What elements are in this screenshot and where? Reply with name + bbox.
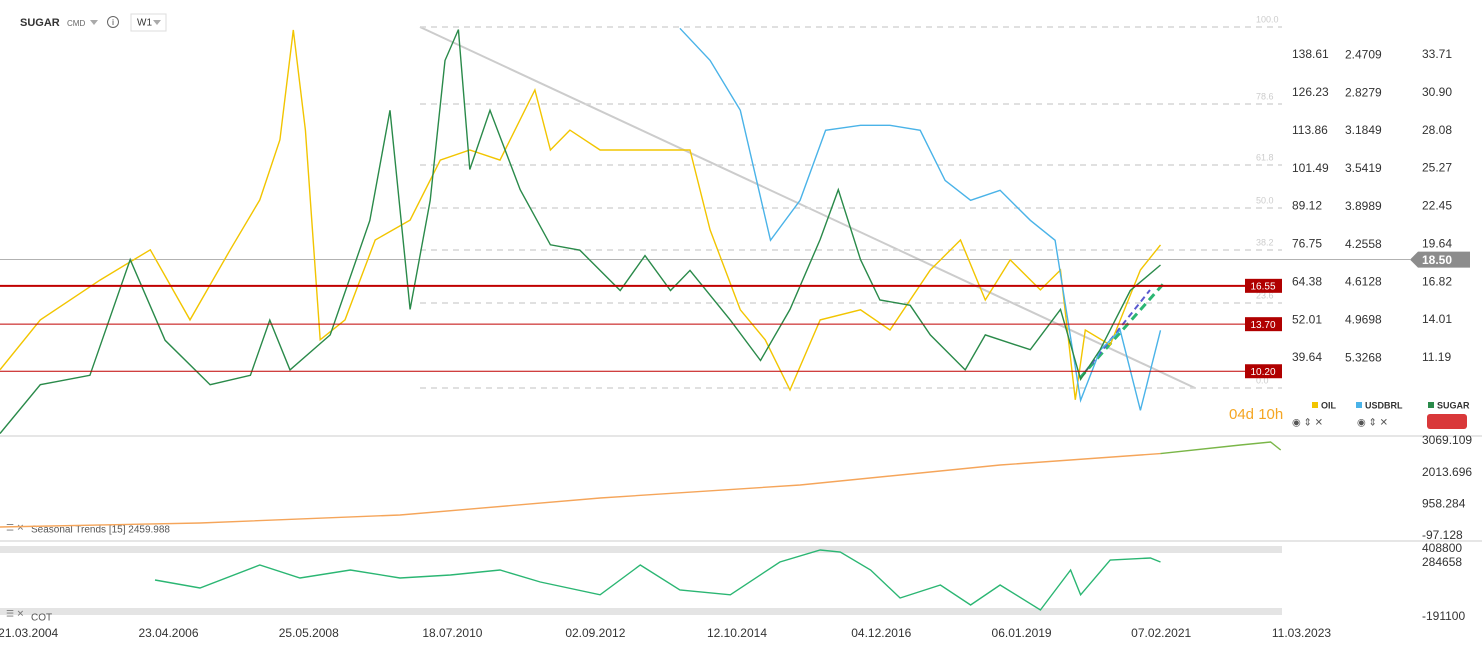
series-line	[679, 27, 1162, 411]
y-tick-label: 2.4709	[1345, 47, 1382, 61]
y-tick-label: 25.27	[1422, 161, 1452, 175]
x-tick-label: 23.04.2006	[138, 626, 198, 640]
level-label: 10.20	[1250, 367, 1275, 378]
legend-active[interactable]	[1427, 414, 1467, 429]
x-tick-label: 25.05.2008	[279, 626, 339, 640]
level-label: 16.55	[1250, 281, 1275, 292]
last-price-box	[1410, 251, 1470, 268]
series-line	[1160, 441, 1282, 455]
y-tick-label: 958.284	[1422, 497, 1466, 511]
y-tick-label: 30.90	[1422, 85, 1452, 99]
info-i: i	[112, 18, 114, 27]
y-tick-label: 28.08	[1422, 123, 1452, 137]
fib-label: 50.0	[1256, 195, 1274, 205]
legend-label[interactable]: USDBRL	[1365, 400, 1403, 410]
trend-line	[1084, 289, 1151, 373]
y-tick-label: 19.64	[1422, 236, 1452, 250]
y-tick-label: 284658	[1422, 555, 1462, 569]
legend-icons[interactable]: ◉ ⇕ ✕	[1357, 418, 1388, 429]
y-tick-label: 3.1849	[1345, 123, 1382, 137]
level-box	[1245, 364, 1282, 379]
y-tick-label: 2.8279	[1345, 85, 1382, 99]
legend-swatch	[1312, 402, 1318, 408]
timeframe-box[interactable]	[130, 13, 167, 32]
instrument-type: CMD	[67, 19, 85, 28]
fib-label: 38.2	[1256, 237, 1274, 247]
countdown: 04d 10h	[1229, 406, 1283, 423]
y-tick-label: 16.82	[1422, 274, 1452, 288]
x-tick-label: 18.07.2010	[422, 626, 482, 640]
symbol[interactable]: SUGAR	[20, 17, 60, 29]
trend-line	[1078, 281, 1167, 379]
y-tick-label: 101.49	[1292, 161, 1329, 175]
y-tick-label: 126.23	[1292, 85, 1329, 99]
y-tick-label: 3.5419	[1345, 161, 1382, 175]
info-icon[interactable]	[107, 16, 119, 28]
y-tick-label: -97.128	[1422, 528, 1463, 542]
y-tick-label: 89.12	[1292, 199, 1322, 213]
series-line	[0, 29, 1162, 400]
y-tick-label: 4.9698	[1345, 313, 1382, 327]
y-tick-label: 52.01	[1292, 312, 1322, 326]
x-tick-label: 06.01.2019	[992, 626, 1052, 640]
y-tick-label: 11.19	[1422, 350, 1451, 364]
series-line	[0, 452, 1161, 528]
x-tick-label: 07.02.2021	[1131, 626, 1191, 640]
y-tick-label: 33.71	[1422, 47, 1452, 61]
y-tick-label: 4.6128	[1345, 275, 1382, 289]
last-price-label: 18.50	[1422, 253, 1452, 267]
legend-swatch	[1356, 402, 1362, 408]
series-line	[0, 29, 1161, 434]
panel-icon[interactable]: ☰ ✕	[6, 608, 24, 618]
x-tick-label: 04.12.2016	[851, 626, 911, 640]
level-box	[1245, 278, 1282, 293]
fib-label: 100.0	[1256, 14, 1279, 24]
dropdown-arrow[interactable]	[153, 20, 161, 25]
x-tick-label: 12.10.2014	[707, 626, 767, 640]
legend-icons[interactable]: ◉ ⇕ ✕	[1292, 418, 1323, 429]
y-tick-label: -191100	[1422, 609, 1465, 623]
level-label: 13.70	[1250, 320, 1275, 331]
x-tick-label: 11.03.2023	[1272, 626, 1331, 640]
y-tick-label: 22.45	[1422, 199, 1452, 213]
cot-band	[0, 608, 1282, 615]
y-tick-label: 3069.109	[1422, 433, 1472, 447]
timeframe: W1	[137, 18, 152, 29]
panel-title: Seasonal Trends [15] 2459.988	[31, 525, 170, 536]
y-tick-label: 39.64	[1292, 350, 1322, 364]
panel-title: COT	[31, 613, 52, 624]
fib-label: 78.6	[1256, 91, 1274, 101]
fib-label: 61.8	[1256, 152, 1274, 162]
y-tick-label: 3.8989	[1345, 199, 1382, 213]
y-tick-label: 14.01	[1422, 312, 1452, 326]
fib-label: 0.0	[1256, 375, 1269, 385]
y-tick-label: 113.86	[1292, 123, 1328, 137]
fib-label: 23.6	[1256, 290, 1274, 300]
legend-swatch	[1428, 402, 1434, 408]
x-tick-label: 02.09.2012	[565, 626, 625, 640]
y-tick-label: 5.3268	[1345, 350, 1382, 364]
y-tick-label: 4.2558	[1345, 237, 1382, 251]
legend-label[interactable]: SUGAR	[1437, 400, 1470, 410]
series-line	[154, 549, 1161, 611]
cot-band	[0, 546, 1282, 553]
y-tick-label: 64.38	[1292, 274, 1322, 288]
y-tick-label: 408800	[1422, 541, 1462, 555]
y-tick-label: 138.61	[1292, 47, 1329, 61]
level-box	[1245, 317, 1282, 332]
y-tick-label: 2013.696	[1422, 465, 1472, 479]
x-tick-label: 21.03.2004	[0, 626, 59, 640]
legend-label[interactable]: OIL	[1321, 400, 1337, 410]
dropdown-arrow[interactable]	[90, 20, 98, 25]
y-tick-label: 76.75	[1292, 237, 1322, 251]
